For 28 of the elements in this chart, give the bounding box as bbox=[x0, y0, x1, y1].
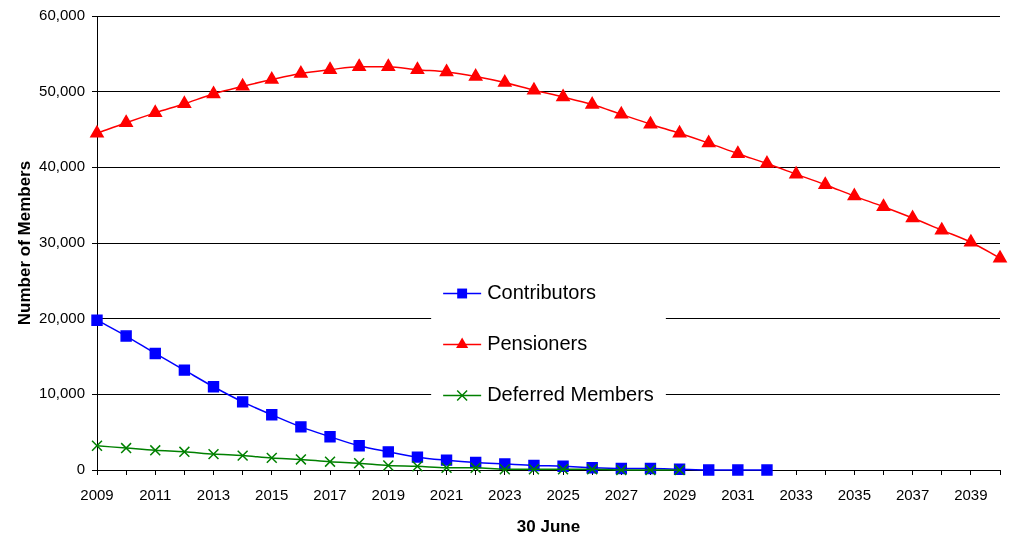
y-tick-label: 30,000 bbox=[39, 233, 85, 251]
y-tick-label: 60,000 bbox=[39, 6, 85, 24]
x-tick-label: 2031 bbox=[721, 486, 755, 504]
x-axis-title: 30 June bbox=[516, 517, 581, 537]
x-tick-label: 2009 bbox=[80, 486, 114, 504]
x-tick-label: 2029 bbox=[662, 486, 697, 504]
y-tick-label: 40,000 bbox=[39, 157, 85, 175]
x-tick-label: 2017 bbox=[313, 486, 347, 504]
legend-label: Pensioners bbox=[487, 332, 588, 355]
x-tick-label: 2023 bbox=[488, 486, 522, 504]
x-tick-label: 2013 bbox=[196, 486, 231, 504]
legend-label: Deferred Members bbox=[487, 383, 654, 406]
x-tick-label: 2021 bbox=[429, 486, 464, 504]
x-tick-label: 2037 bbox=[895, 486, 930, 504]
x-tick-label: 2011 bbox=[139, 486, 172, 504]
x-tick-label: 2035 bbox=[837, 486, 872, 504]
x-tick-label: 2027 bbox=[604, 486, 639, 504]
y-tick-label: 0 bbox=[76, 460, 85, 478]
y-tick-label: 10,000 bbox=[39, 384, 85, 402]
x-tick-label: 2019 bbox=[371, 486, 405, 504]
x-tick-label: 2015 bbox=[255, 486, 289, 504]
y-axis-title: Number of Members bbox=[14, 160, 34, 326]
x-tick-label: 2039 bbox=[954, 486, 988, 504]
y-tick-label: 50,000 bbox=[39, 81, 85, 99]
legend-label: Contributors bbox=[487, 281, 597, 304]
y-tick-label: 20,000 bbox=[39, 308, 85, 326]
x-tick-label: 2033 bbox=[779, 486, 813, 504]
x-tick-label: 2025 bbox=[546, 486, 580, 504]
